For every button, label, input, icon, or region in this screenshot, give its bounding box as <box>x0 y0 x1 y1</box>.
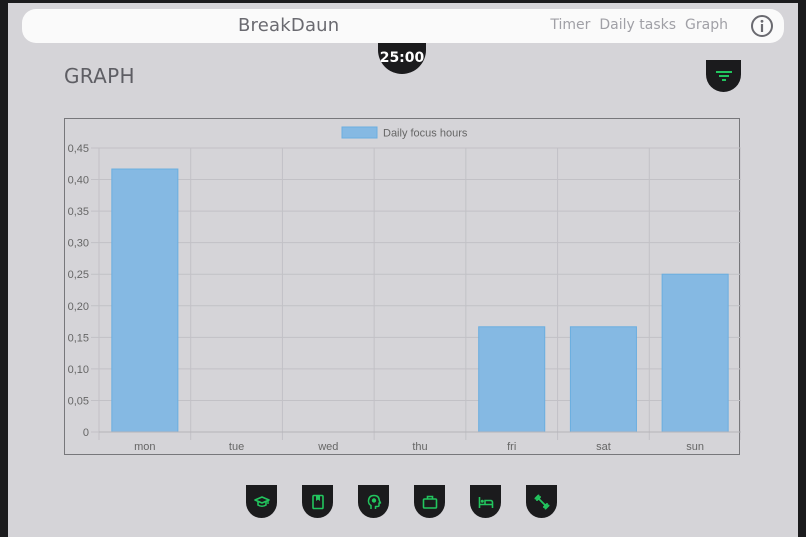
y-tick-label: 0,25 <box>68 269 89 281</box>
graduation-cap-icon <box>253 495 270 507</box>
legend-label: Daily focus hours <box>383 128 468 140</box>
briefcase-icon <box>422 495 437 509</box>
y-tick-label: 0 <box>83 427 89 439</box>
bar-chart: 0 0,05 0,10 0,15 0,20 0,25 0,30 0,35 0,40 0,45 mon… <box>68 126 741 453</box>
category-rest-button[interactable] <box>470 485 501 518</box>
nav-link-daily-tasks[interactable]: Daily tasks <box>599 17 677 33</box>
y-tick-label: 0,20 <box>68 301 89 313</box>
timer-badge[interactable]: 25:00 <box>378 43 426 74</box>
category-exercise-button[interactable] <box>526 485 557 518</box>
y-tick-label: 0,45 <box>68 143 89 155</box>
nav-link-graph[interactable]: Graph <box>685 17 728 33</box>
category-study-button[interactable] <box>246 485 277 518</box>
bar-mon <box>111 168 179 433</box>
bar-sat <box>569 326 637 433</box>
y-tick-label: 0,40 <box>68 175 89 187</box>
book-icon <box>311 494 324 509</box>
bed-icon <box>478 496 493 508</box>
navbar: BreakDaun Timer Daily tasks Graph <box>22 9 784 43</box>
filter-icon <box>715 71 732 81</box>
dumbbell-icon <box>534 494 549 509</box>
y-tick-label: 0,15 <box>68 332 89 344</box>
app-window: BreakDaun Timer Daily tasks Graph 25:00 … <box>8 3 798 537</box>
x-tick-label: sun <box>686 441 704 453</box>
category-mind-button[interactable] <box>358 485 389 518</box>
brand-title: BreakDaun <box>238 15 340 36</box>
x-tick-label: sat <box>596 441 611 453</box>
chart-container: 0 0,05 0,10 0,15 0,20 0,25 0,30 0,35 0,40 0,45 mon… <box>64 118 741 455</box>
category-reading-button[interactable] <box>302 485 333 518</box>
category-work-button[interactable] <box>414 485 445 518</box>
x-tick-label: mon <box>134 441 155 453</box>
x-tick-label: thu <box>412 441 427 453</box>
bar-sun <box>661 273 729 433</box>
brain-head-icon <box>367 494 381 509</box>
y-tick-label: 0,05 <box>68 395 89 407</box>
y-tick-label: 0,10 <box>68 364 89 376</box>
filter-button[interactable] <box>706 60 741 92</box>
x-tick-label: fri <box>507 441 516 453</box>
category-icon-bar <box>246 485 557 518</box>
y-tick-label: 0,30 <box>68 238 89 250</box>
nav-links: Timer Daily tasks Graph <box>550 17 728 33</box>
x-tick-label: wed <box>317 441 338 453</box>
x-tick-label: tue <box>229 441 244 453</box>
nav-link-timer[interactable]: Timer <box>550 17 591 33</box>
page-title: GRAPH <box>64 64 135 88</box>
info-icon[interactable] <box>750 14 774 38</box>
bar-fri <box>478 326 546 433</box>
y-tick-label: 0,35 <box>68 206 89 218</box>
legend-swatch <box>341 126 378 139</box>
